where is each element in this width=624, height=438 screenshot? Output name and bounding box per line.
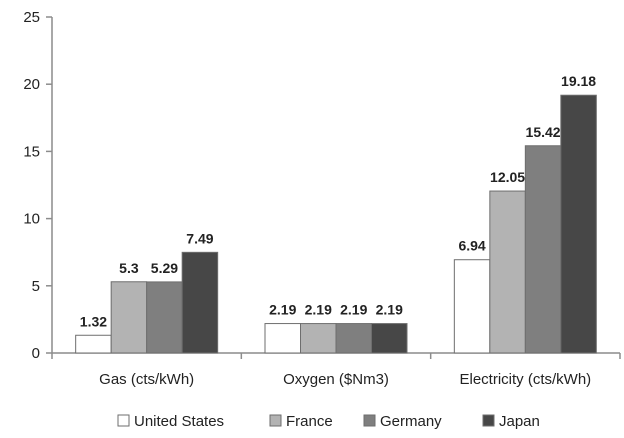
data-label: 19.18 [561,73,596,89]
bar [489,190,526,354]
y-tick-label: 25 [23,9,40,26]
bar [75,334,112,354]
data-label: 2.19 [376,302,403,318]
y-tick-label: 0 [32,345,40,362]
legend-swatch [269,414,282,427]
bar [371,323,408,354]
x-category-label: Gas (cts/kWh) [99,371,194,388]
legend-swatch [363,414,376,427]
bar [300,323,337,354]
y-tick-label: 5 [32,278,40,295]
data-label: 5.29 [151,260,178,276]
data-label: 5.3 [119,260,139,276]
data-label: 2.19 [269,302,296,318]
x-category-label: Electricity (cts/kWh) [459,371,591,388]
data-label: 15.42 [526,124,561,140]
bar [146,281,183,354]
data-label: 6.94 [458,238,485,254]
bar [560,94,597,354]
bar [524,145,562,354]
y-tick-label: 15 [23,143,40,160]
legend-label: France [286,413,333,430]
data-label: 7.49 [186,230,213,246]
data-label: 2.19 [305,302,332,318]
legend-label: United States [134,413,224,430]
legend-swatch [482,414,495,427]
y-tick-label: 20 [23,76,40,93]
data-label: 2.19 [340,302,367,318]
bar [335,323,372,354]
legend-label: Japan [499,413,540,430]
x-category-label: Oxygen ($Nm3) [283,371,389,388]
legend-label: Germany [380,413,442,430]
data-label: 12.05 [490,169,525,185]
y-tick-label: 10 [23,211,40,228]
bar [264,323,301,354]
bar [453,259,491,354]
legend-swatch [117,414,130,427]
bar [181,251,219,354]
bar [110,281,148,354]
data-label: 1.32 [80,313,107,329]
